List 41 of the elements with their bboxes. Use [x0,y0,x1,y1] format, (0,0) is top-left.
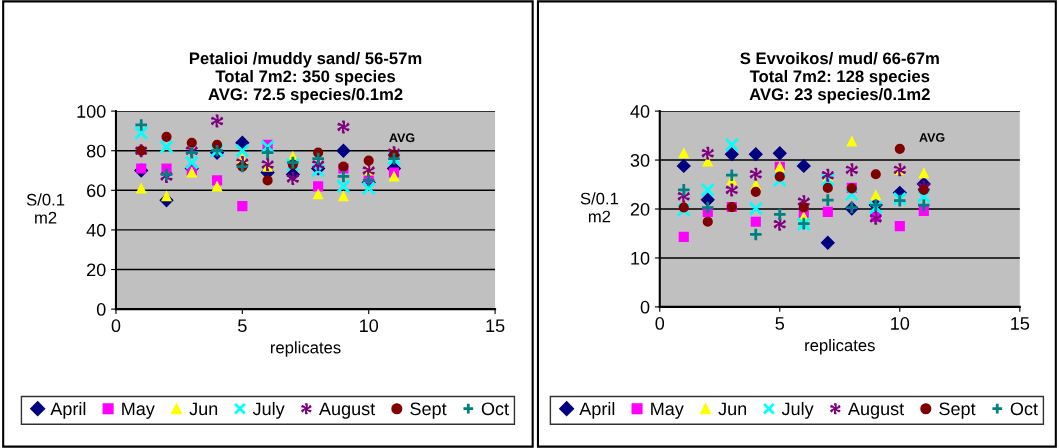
legend-label: July [252,401,285,419]
legend-label: Oct [481,402,509,416]
legend-label: May [122,402,155,419]
y-tick-label: 10 [631,251,650,265]
legend-label: April [50,401,86,419]
x-tick-label: 5 [238,319,247,333]
x-tick-label: 0 [655,317,665,330]
y-tick-label: 60 [87,184,106,198]
legend-label: Oct [1010,402,1038,416]
y-tick-label: 100 [77,105,106,118]
legend-label: April [579,401,615,419]
legend-label: July [781,401,814,419]
y-axis-title: S/0.1 m2 [26,193,65,224]
legend-label: August [319,402,376,419]
x-tick-label: 5 [775,317,785,330]
y-tick-label: 20 [630,202,650,216]
legend-label: Sept [939,402,976,419]
legend-label: August [847,402,905,419]
legend-label: Sept [410,402,447,419]
chart-title: S Evvoikos/ mud/ 66-67m Total 7m2: 128 species AVG: 23 species/0.1m2 [740,52,939,104]
x-tick-label: 15 [1011,317,1030,330]
y-axis-title: S/0.1 m2 [580,192,619,223]
y-tick-label: 30 [630,153,650,167]
y-tick-label: 80 [86,144,106,158]
x-tick-label: 10 [360,319,379,333]
y-tick-label: 0 [96,303,106,316]
x-axis-title: replicates [805,338,875,355]
y-tick-label: 40 [86,223,106,237]
x-axis-title: replicates [270,341,341,357]
y-tick-label: 20 [87,263,106,277]
chart-title: Petalioi /muddy sand/ 56-57m Total 7m2: 350 species AVG: 72.5 species/0.1m2 [189,52,422,104]
legend-label: Jun [189,402,218,416]
y-tick-label: 0 [640,300,650,314]
x-tick-label: 0 [111,319,121,333]
legend-label: Jun [718,402,747,416]
y-tick-label: 40 [630,105,650,118]
x-tick-label: 10 [891,317,910,330]
annotation: AVG [919,133,945,142]
legend-label: May [651,402,684,419]
x-tick-label: 15 [486,319,505,333]
annotation: AVG [389,133,415,143]
